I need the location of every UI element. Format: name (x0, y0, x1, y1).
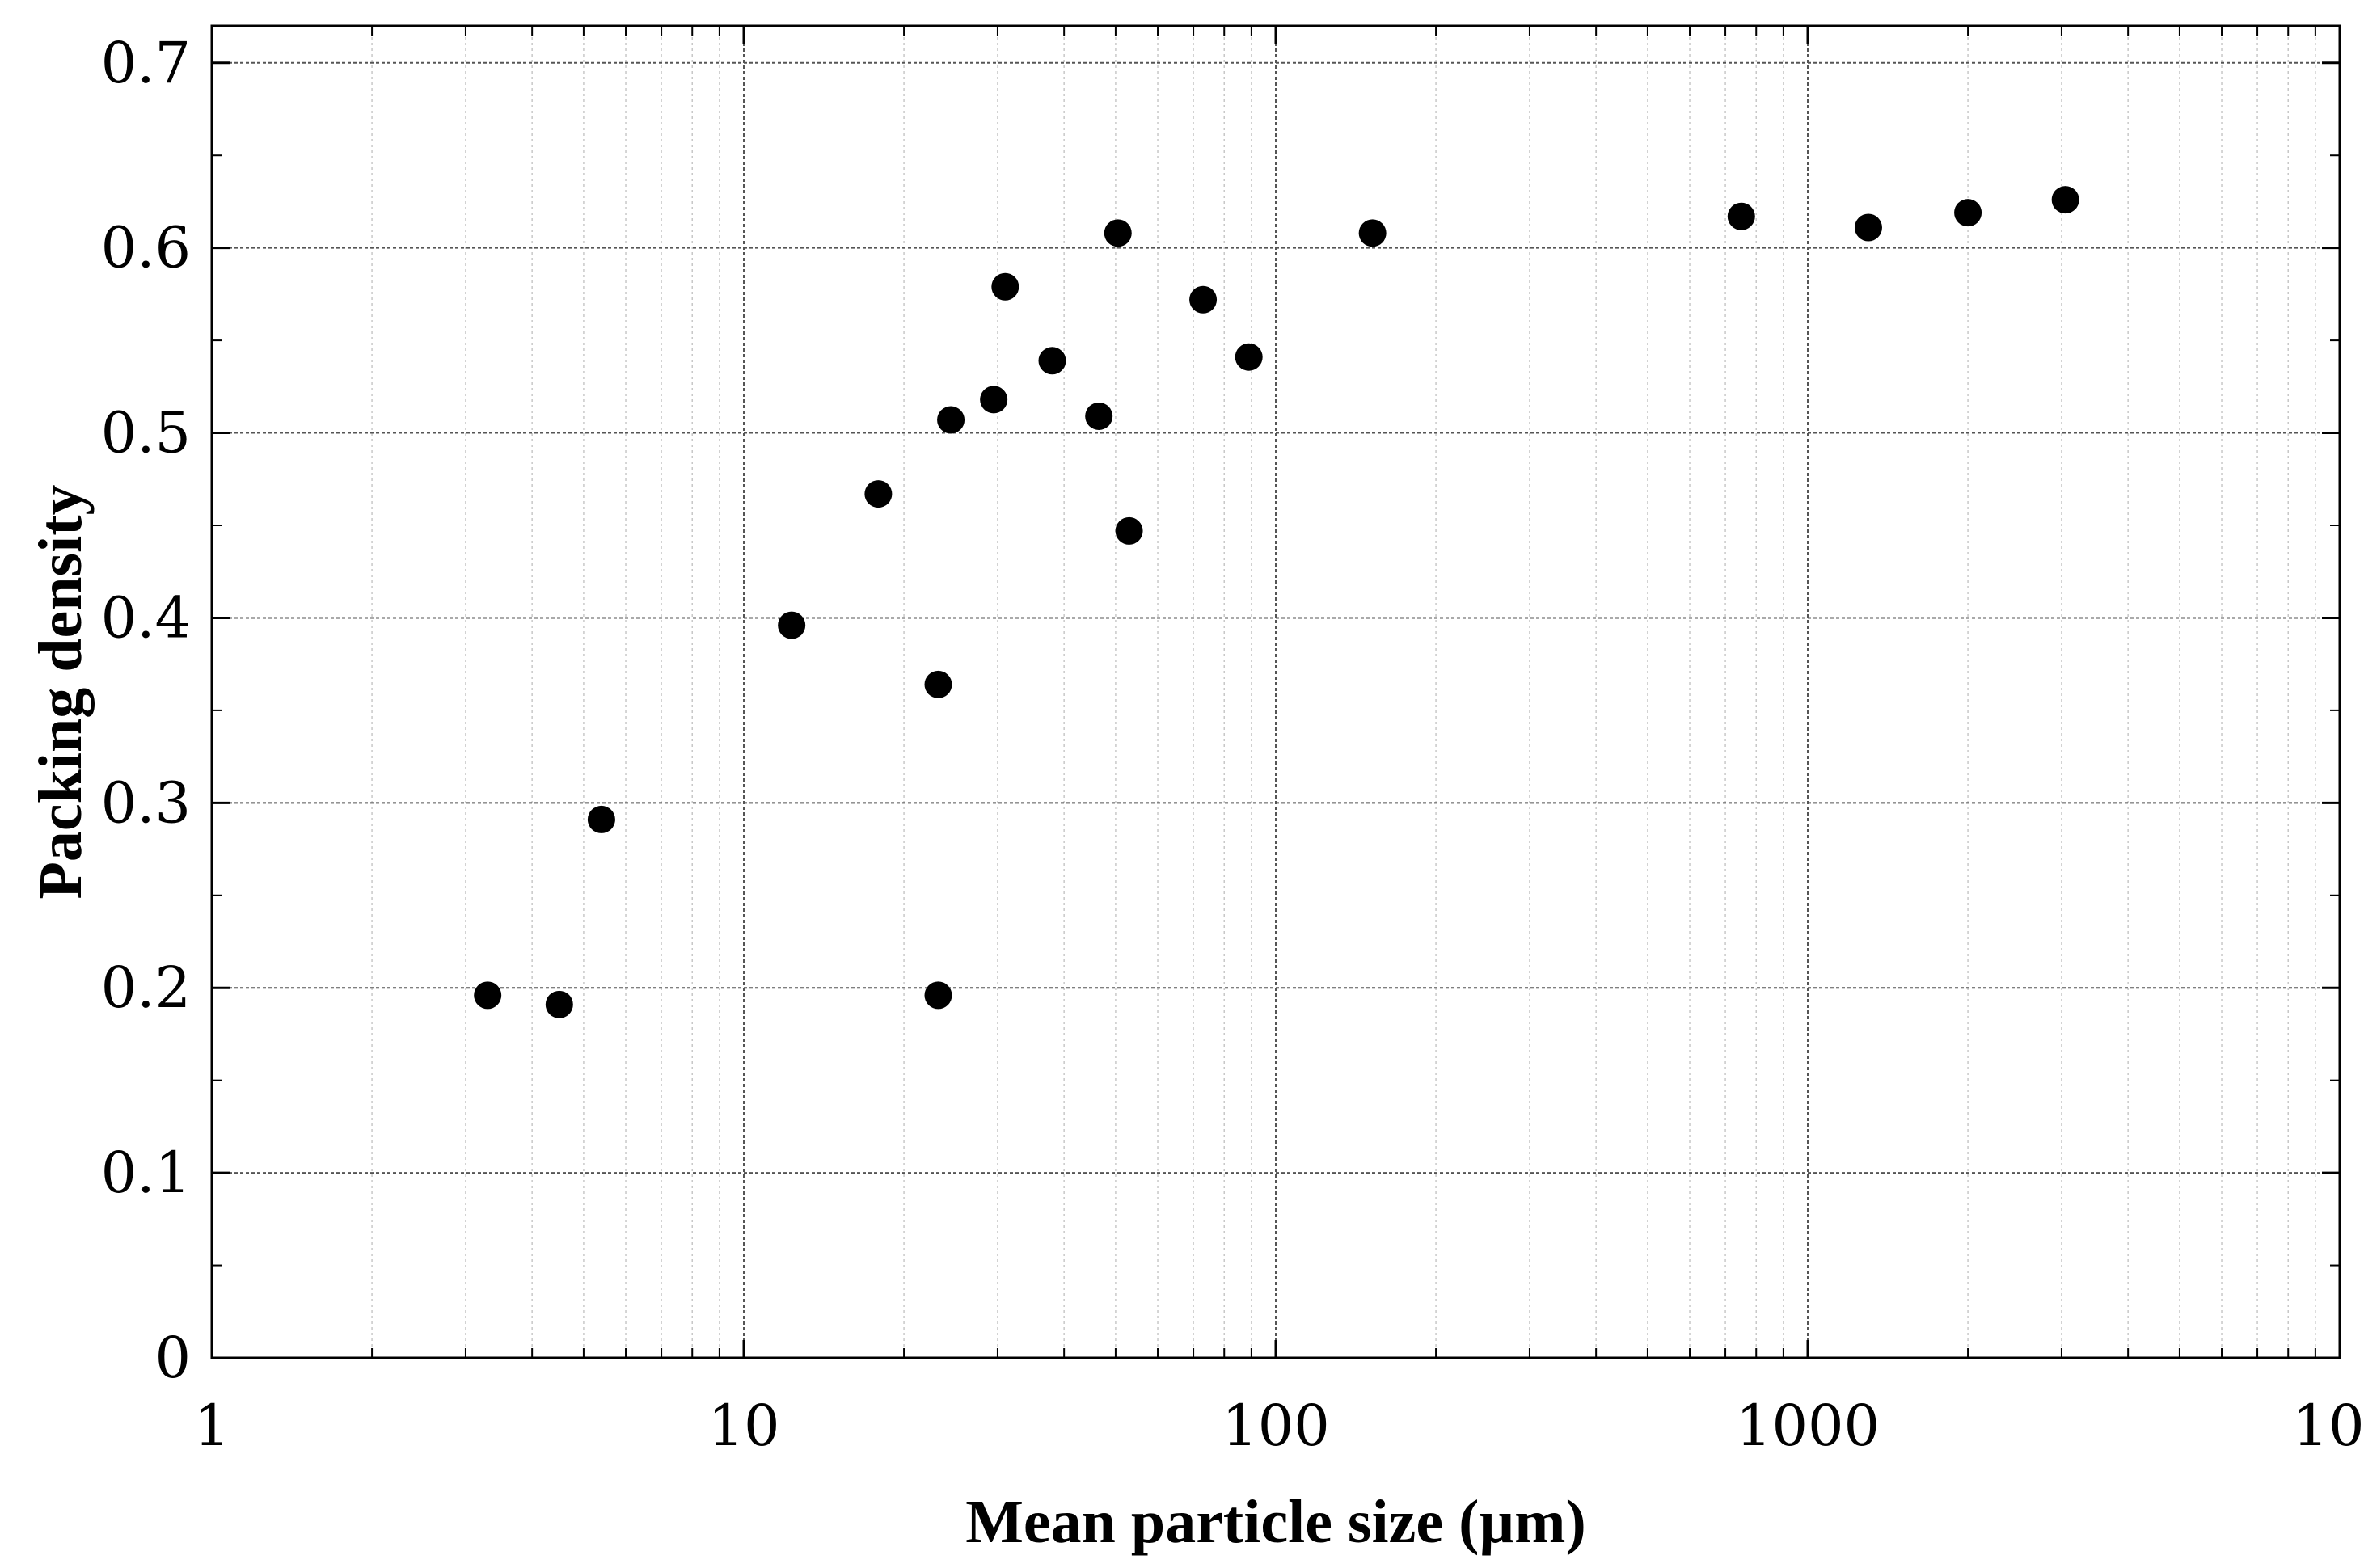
y-tick-label: 0.4 (101, 584, 191, 651)
data-point (1085, 402, 1113, 430)
data-point (1358, 219, 1387, 247)
data-point (991, 272, 1019, 301)
data-point (474, 981, 502, 1010)
data-point (1235, 343, 1263, 371)
data-point (1115, 516, 1143, 545)
x-tick-label: 10 (707, 1393, 779, 1459)
data-point (545, 990, 573, 1018)
data-points (474, 186, 2079, 1018)
data-point (1189, 285, 1218, 314)
y-axis-title: Packing density (27, 484, 95, 899)
data-point (924, 670, 952, 698)
y-tick-label: 0.6 (101, 215, 191, 281)
data-point (1727, 202, 1755, 230)
y-tick-label: 0.2 (101, 955, 191, 1021)
y-tick-label: 0.3 (101, 769, 191, 836)
y-tick-label: 0 (154, 1325, 191, 1391)
data-point (1854, 213, 1882, 242)
data-point (1954, 199, 1982, 227)
y-tick-label: 0.7 (101, 30, 191, 96)
x-tick-label: 104 (2292, 1385, 2364, 1459)
data-point (587, 805, 615, 833)
data-point (980, 386, 1008, 414)
data-point (778, 611, 806, 639)
x-tick-labels: 1 10 100 1000 104 (194, 1385, 2364, 1459)
data-point (1104, 219, 1132, 247)
y-tick-label: 0.5 (101, 400, 191, 466)
data-point (924, 981, 952, 1010)
x-axis-title: Mean particle size (µm) (965, 1488, 1586, 1556)
y-tick-label: 0.1 (101, 1140, 191, 1206)
data-point (2051, 186, 2079, 214)
data-point (937, 406, 965, 434)
x-tick-label: 1 (194, 1393, 230, 1459)
data-point (1038, 347, 1066, 375)
grid-lines (211, 26, 2341, 1359)
data-point (864, 480, 893, 508)
x-tick-label: 1000 (1736, 1393, 1880, 1459)
x-tick-label: 100 (1222, 1393, 1330, 1459)
plot-frame (210, 24, 2341, 1359)
y-tick-labels: 0 0.1 0.2 0.3 0.4 0.5 0.6 0.7 (101, 30, 191, 1391)
